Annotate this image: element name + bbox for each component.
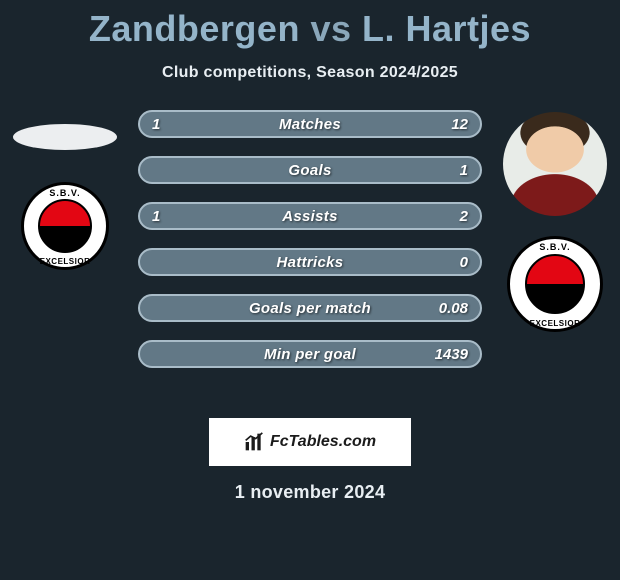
club-badge-name: EXCELSIOR: [510, 319, 600, 328]
stat-label: Hattricks: [277, 254, 344, 271]
stat-bar: Goals per match 0.08: [138, 294, 482, 322]
stat-left-value: 1: [152, 208, 160, 225]
subtitle: Club competitions, Season 2024/2025: [0, 64, 620, 82]
player1-avatar-placeholder: [13, 124, 117, 150]
comparison-content: S.B.V. EXCELSIOR S.B.V. EXCELSIOR 1 Match…: [0, 110, 620, 400]
stat-label: Matches: [279, 116, 341, 133]
stat-bar: Min per goal 1439: [138, 340, 482, 368]
stat-right-value: 1: [460, 162, 468, 179]
stat-label: Assists: [282, 208, 337, 225]
player1-club-badge: S.B.V. EXCELSIOR: [21, 182, 109, 270]
stat-right-value: 0.08: [439, 300, 468, 317]
vs-label: vs: [310, 8, 351, 49]
player2-avatar: [503, 112, 607, 216]
player2-name: L. Hartjes: [362, 8, 531, 49]
club-badge-top: S.B.V.: [24, 188, 106, 198]
left-player-column: S.B.V. EXCELSIOR: [6, 110, 124, 270]
stat-label: Goals per match: [249, 300, 371, 317]
stat-right-value: 0: [460, 254, 468, 271]
stat-right-value: 2: [460, 208, 468, 225]
footer-date: 1 november 2024: [0, 482, 620, 503]
stat-bars: 1 Matches 12 Goals 1 1 Assists 2 Hattricks 0 Goals…: [138, 110, 482, 368]
club-badge-name: EXCELSIOR: [24, 257, 106, 266]
player2-club-badge: S.B.V. EXCELSIOR: [507, 236, 603, 332]
player1-name: Zandbergen: [89, 8, 300, 49]
watermark: FcTables.com: [209, 418, 411, 466]
chart-icon: [244, 432, 264, 452]
club-badge-tricolor: [38, 199, 92, 253]
stat-label: Goals: [288, 162, 331, 179]
right-player-column: S.B.V. EXCELSIOR: [496, 110, 614, 332]
club-badge-tricolor: [525, 254, 585, 314]
stat-right-value: 12: [451, 116, 468, 133]
stat-bar: 1 Matches 12: [138, 110, 482, 138]
stat-label: Min per goal: [264, 346, 356, 363]
stat-bar: Hattricks 0: [138, 248, 482, 276]
stat-right-value: 1439: [435, 346, 468, 363]
watermark-text: FcTables.com: [270, 433, 376, 451]
stat-left-value: 1: [152, 116, 160, 133]
stat-bar: 1 Assists 2: [138, 202, 482, 230]
stat-bar: Goals 1: [138, 156, 482, 184]
comparison-title: Zandbergen vs L. Hartjes: [0, 0, 620, 50]
club-badge-top: S.B.V.: [510, 242, 600, 252]
